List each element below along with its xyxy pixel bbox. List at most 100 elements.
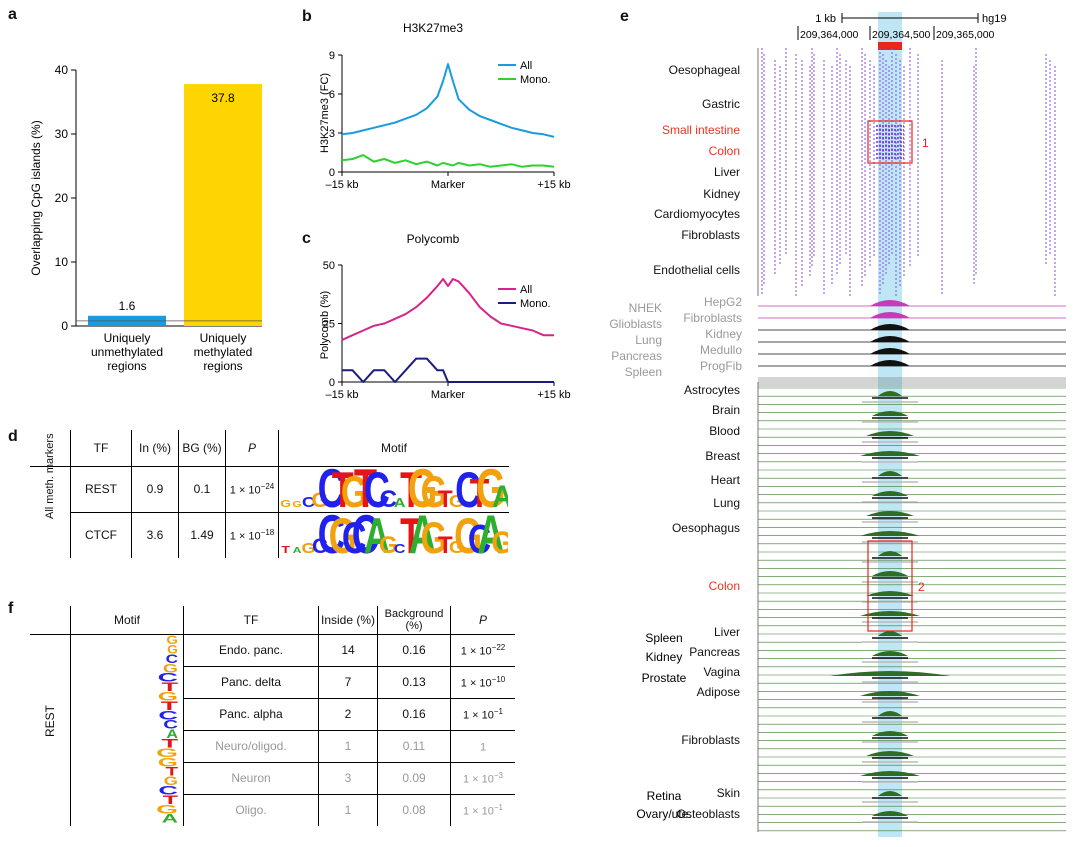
- y-tick-label: 50: [323, 260, 335, 272]
- motif-letter: A: [166, 728, 178, 742]
- motif-letter: C: [318, 513, 345, 555]
- motif-letter: G: [421, 467, 447, 508]
- methylation-track-label: Small intestine: [662, 123, 740, 137]
- tissue-peak: [866, 431, 914, 436]
- legend-label: Mono.: [520, 74, 551, 86]
- tf-cell: Endo. panc.: [183, 633, 319, 667]
- panel-label-d: d: [8, 428, 18, 445]
- line-chart-c: Polycomb Polycomb (%) 0 25 50 –15 kb Marker +…: [319, 232, 571, 401]
- y-axis-label: Polycomb (%): [319, 291, 331, 359]
- motif-letter: C: [302, 493, 315, 509]
- motif-letter: G: [166, 635, 178, 647]
- legend-label: All: [520, 284, 532, 296]
- bar-value-label: 37.8: [211, 91, 235, 105]
- panel-label-e: e: [620, 8, 629, 25]
- series-line: [341, 154, 555, 168]
- header-motif: Motif: [278, 430, 509, 467]
- tissue-peak: [866, 591, 914, 596]
- tf-cell: Neuron: [183, 761, 319, 795]
- motif-letter: G: [449, 491, 465, 508]
- motif-letter: T: [354, 467, 377, 509]
- tissue-group-label: Retina: [647, 789, 682, 803]
- category-label: Uniquely: [200, 331, 247, 345]
- inside-cell: 14: [318, 633, 378, 667]
- tissue-peak: [860, 691, 920, 696]
- motif-letter: A: [162, 812, 178, 823]
- motif-letter: G: [449, 538, 465, 555]
- background-cell: 0.09: [377, 761, 451, 795]
- methylation-track-label: Oesophageal: [669, 63, 740, 77]
- motif-letter: T: [438, 532, 453, 555]
- motif-letter: C: [394, 542, 406, 554]
- motif-letter: T: [165, 765, 178, 779]
- x-tick-label: –15 kb: [325, 389, 358, 401]
- coord-label: 209,364,500: [872, 29, 931, 41]
- tissue-track-label: Colon: [709, 579, 740, 593]
- header-bg: BG (%): [178, 430, 226, 467]
- tissue-track-label: Blood: [709, 424, 740, 438]
- motif-letter: G: [156, 745, 178, 759]
- tissue-peak: [860, 531, 920, 536]
- tissue-peak: [860, 451, 920, 456]
- tissue-peak: [878, 631, 902, 636]
- x-tick-label: Marker: [431, 179, 466, 191]
- motif-letter: C: [158, 670, 179, 684]
- y-tick-label: 6: [329, 89, 335, 101]
- motif-letter: T: [400, 467, 422, 509]
- tissue-peak: [872, 571, 908, 576]
- motif-letter: G: [341, 467, 367, 508]
- box-label-1: 1: [922, 136, 929, 150]
- tissue-track-label: Liver: [714, 625, 740, 639]
- background-cell: 0.16: [377, 697, 451, 731]
- tissue-group-label: Kidney: [646, 650, 683, 664]
- background-cell: 0.16: [377, 633, 451, 667]
- header-motif: Motif: [70, 606, 184, 635]
- background-cell: 0.13: [377, 665, 451, 699]
- p-cell: 1 × 10−10: [450, 665, 515, 699]
- chart-title: H3K27me3: [403, 21, 463, 35]
- tissue-track-label: Skin: [717, 786, 740, 800]
- p-cell: 1 × 10−18: [225, 511, 279, 558]
- bar-value-label: 1.6: [119, 299, 136, 313]
- motif-letter: G: [421, 513, 447, 554]
- motif-letter: G: [164, 775, 178, 788]
- motif-letter: T: [438, 485, 453, 508]
- cell-line-label: Glioblasts: [609, 317, 662, 331]
- motif-letter: T: [161, 680, 178, 693]
- motif-letter: C: [158, 709, 178, 722]
- p-cell: 1 × 10−22: [450, 633, 515, 667]
- motif-letter: A: [477, 513, 504, 555]
- table-row: REST G G C G C T G T C C A T G G T G C T G A Endo. panc. 14 0.1…: [30, 633, 515, 826]
- motif-letter: C: [312, 533, 328, 555]
- legend-label: All: [520, 60, 532, 72]
- tissue-peak: [860, 771, 920, 776]
- panel-label-b: b: [302, 8, 312, 25]
- tissue-track-label: Pancreas: [689, 645, 740, 659]
- tissue-peak: [866, 511, 914, 516]
- tissue-track-label: Osteoblasts: [677, 807, 740, 821]
- motif-letter: G: [280, 497, 291, 508]
- y-tick-label: 40: [55, 63, 69, 77]
- header-in: In (%): [131, 430, 179, 467]
- p-cell: 1 × 10−1: [450, 697, 515, 731]
- box-label-2: 2: [918, 580, 925, 594]
- tf-cell: Panc. delta: [183, 665, 319, 699]
- motif-letter: C: [468, 516, 491, 555]
- group-cell: REST: [30, 633, 71, 826]
- tissue-peak: [878, 551, 902, 556]
- motif-letter: G: [158, 690, 178, 703]
- tissue-peak: [872, 811, 908, 816]
- motif-letter: G: [156, 802, 178, 816]
- motif-letter: G: [292, 500, 301, 508]
- motif-letter: G: [311, 487, 328, 509]
- background-cell: 0.08: [377, 793, 451, 826]
- cell-line-peak: [870, 360, 910, 366]
- bg-cell: 1.49: [178, 511, 226, 558]
- motif-letter: G: [379, 532, 398, 555]
- highlight-box-1: [867, 120, 913, 164]
- tissue-peak: [830, 671, 950, 676]
- category-label: unmethylated: [91, 345, 163, 359]
- motif-logo: TAGCCGCCAGCTAGTGGCAG: [278, 503, 513, 564]
- y-axis-label: Overlapping CpG islands (%): [29, 120, 43, 275]
- panel-label-c: c: [302, 230, 311, 247]
